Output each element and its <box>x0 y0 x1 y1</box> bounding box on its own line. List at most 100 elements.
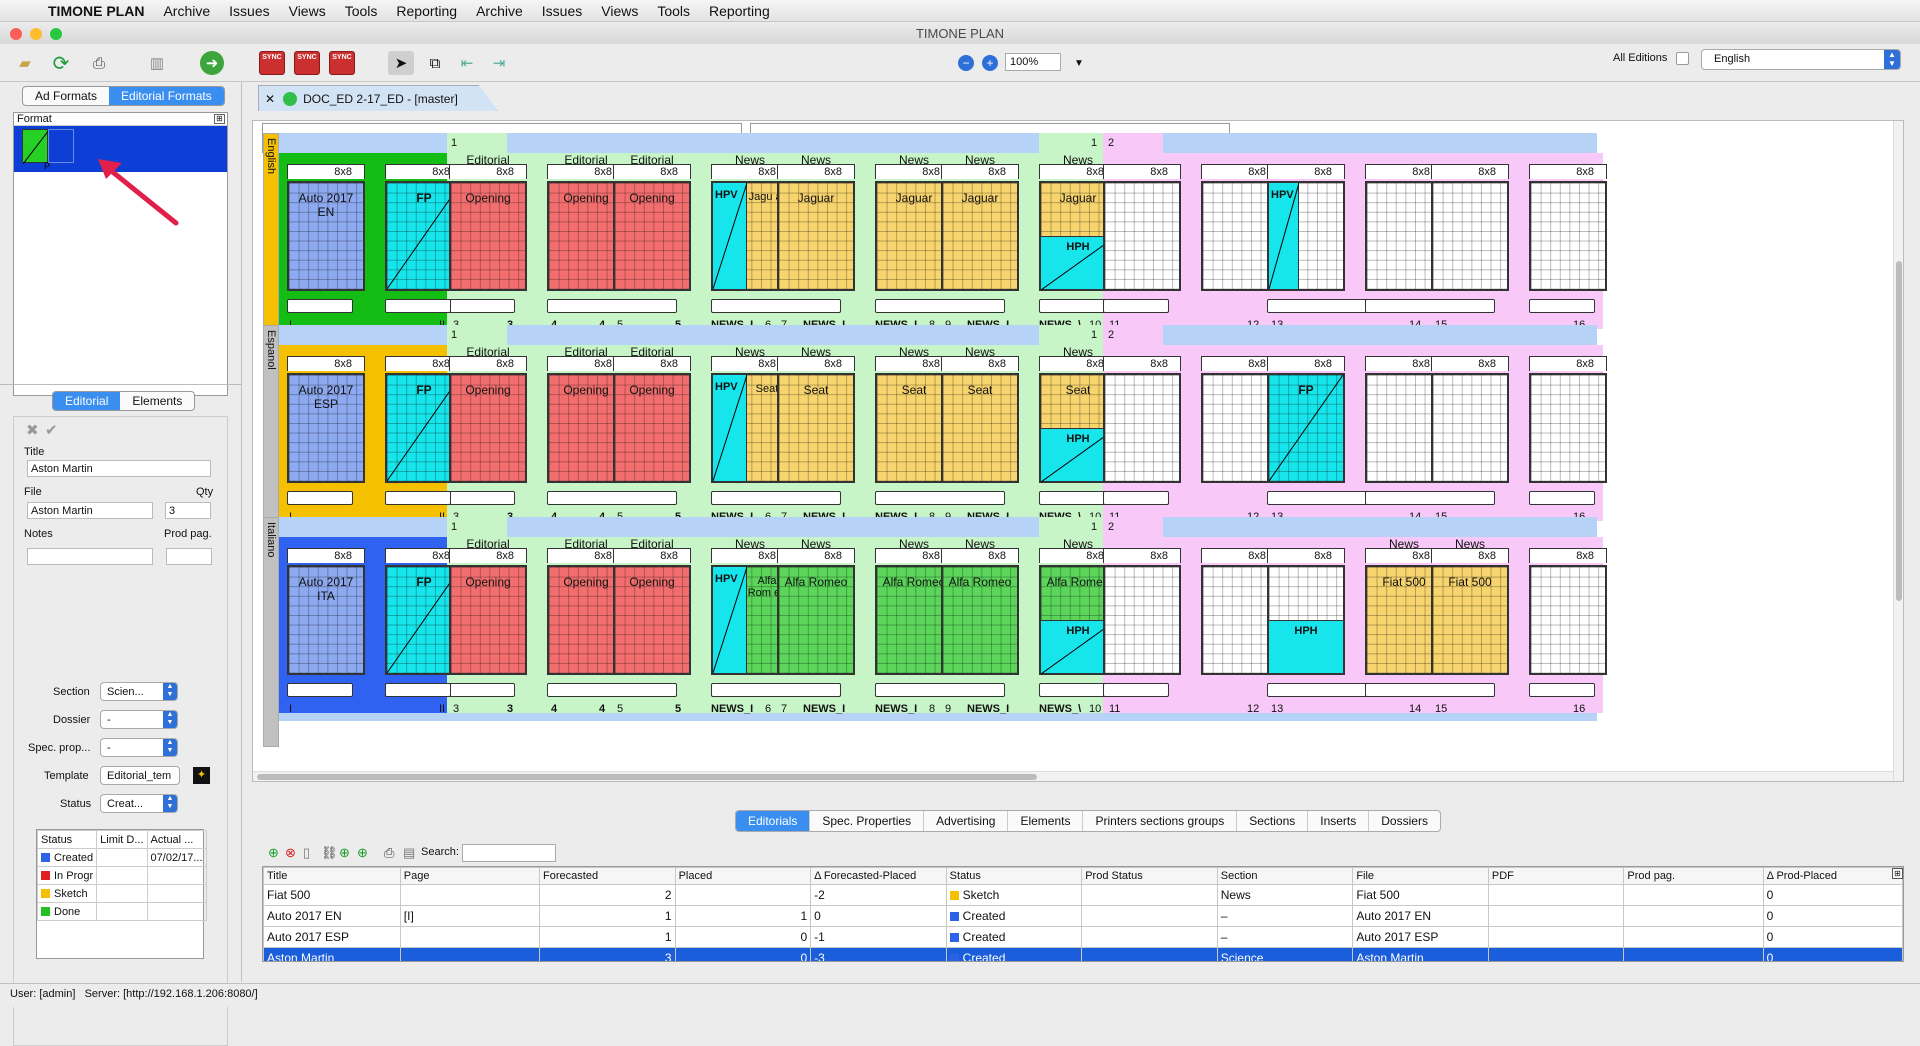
page-cell[interactable]: HPV Alfa Rom eo <box>711 565 789 675</box>
column-header[interactable]: Δ Forecasted-Placed <box>810 867 947 885</box>
vertical-scrollbar[interactable] <box>1893 121 1903 781</box>
page-cell[interactable]: Opening <box>449 565 527 675</box>
page-cell[interactable]: HPH <box>1267 565 1345 675</box>
page-slot[interactable] <box>385 491 451 505</box>
page-cell[interactable]: Opening <box>449 373 527 483</box>
menu-archive[interactable]: Archive <box>163 2 211 19</box>
page-slot[interactable] <box>449 683 515 697</box>
menu-tools-2[interactable]: Tools <box>657 2 691 19</box>
page-cell[interactable]: HPV Jagu ar <box>711 181 789 291</box>
page-slot[interactable] <box>449 491 515 505</box>
hph-block[interactable]: HPH <box>1041 236 1115 290</box>
page-cell[interactable]: HPH Jaguar <box>1039 181 1117 291</box>
page-cell[interactable] <box>1365 181 1443 291</box>
page-cell[interactable]: Auto 2017 EN <box>287 181 365 291</box>
menu-issues[interactable]: Issues <box>229 2 270 19</box>
refresh-icon[interactable]: ⟳ <box>52 52 70 75</box>
sync-button-2[interactable]: SYNC <box>294 51 320 75</box>
page-slot[interactable] <box>711 299 841 313</box>
hpv-block[interactable]: HPV <box>713 375 747 481</box>
page-slot[interactable] <box>1103 299 1169 313</box>
page-cell[interactable]: Jaguar <box>875 181 953 291</box>
confirm-icon[interactable]: ✔ <box>45 422 58 439</box>
horizontal-scroll-thumb[interactable] <box>257 774 1037 780</box>
table-row[interactable]: Auto 2017 EN [I] 1 1 0 Created – Auto 2017 EN 0 <box>263 905 1903 927</box>
page-cell[interactable]: Seat <box>777 373 855 483</box>
cancel-icon[interactable]: ✖ <box>26 422 39 439</box>
tab-editorial[interactable]: Editorial <box>53 392 121 410</box>
add-sibling-icon[interactable]: ⊕ <box>357 845 368 860</box>
vertical-scroll-thumb[interactable] <box>1896 261 1902 601</box>
page-slot[interactable] <box>449 299 515 313</box>
page-cell[interactable]: HPH Alfa Romeo <box>1039 565 1117 675</box>
page-cell[interactable] <box>1201 373 1279 483</box>
page-cell[interactable]: Seat <box>941 373 1019 483</box>
all-editions-checkbox[interactable] <box>1676 52 1689 65</box>
add-child-icon[interactable]: ⊕ <box>339 845 350 860</box>
column-header[interactable]: Status <box>945 867 1083 885</box>
page-slot[interactable] <box>1039 683 1105 697</box>
page-cell[interactable]: Opening <box>547 565 625 675</box>
zoom-out-icon[interactable]: − <box>958 55 974 71</box>
archive-icon[interactable]: ▥ <box>149 55 165 72</box>
grid-config-icon[interactable]: ⊞ <box>1892 868 1903 879</box>
page-slot[interactable] <box>711 491 841 505</box>
tab-ad-formats[interactable]: Ad Formats <box>35 89 98 103</box>
page-cell[interactable] <box>1431 373 1509 483</box>
prod-pag-input[interactable] <box>166 548 212 565</box>
column-header[interactable]: Prod pag. <box>1623 867 1764 885</box>
zoom-dropdown-icon[interactable]: ▼ <box>1074 57 1084 69</box>
tab-editorials[interactable]: Editorials <box>736 811 811 831</box>
page-cell[interactable] <box>1431 181 1509 291</box>
page-cell[interactable] <box>1529 181 1607 291</box>
zoom-input[interactable]: 100% <box>1005 53 1061 71</box>
page-cell[interactable]: Opening <box>449 181 527 291</box>
page-slot[interactable] <box>1529 299 1595 313</box>
page-cell[interactable]: HPV <box>1267 181 1345 291</box>
table-row[interactable]: Auto 2017 ESP 1 0 -1 Created – Auto 2017 ESP 0 <box>263 926 1903 948</box>
document-icon[interactable]: ▯ <box>303 845 311 860</box>
column-header[interactable]: Section <box>1216 867 1354 885</box>
dossier-select[interactable]: - ▲ ▼ <box>100 710 178 729</box>
status-col-header[interactable]: Status <box>36 830 98 849</box>
duplicate-icon[interactable]: ⧉ <box>429 54 441 72</box>
menu-views[interactable]: Views <box>288 2 326 19</box>
page-cell[interactable]: Alfa Romeo <box>875 565 953 675</box>
page-slot[interactable] <box>875 683 1005 697</box>
table-row[interactable]: Aston Martin 3 0 -3 Created Science Aston Mart… <box>263 947 1903 961</box>
page-slot[interactable] <box>287 299 353 313</box>
page-cell[interactable] <box>1529 565 1607 675</box>
page-slot[interactable] <box>875 299 1005 313</box>
page-slot[interactable] <box>875 491 1005 505</box>
table-row[interactable]: Fiat 500 2 -2 Sketch News Fiat 500 0 <box>263 884 1903 906</box>
page-slot[interactable] <box>711 683 841 697</box>
page-cell[interactable]: Jaguar <box>777 181 855 291</box>
hph-block[interactable]: HPH <box>1041 428 1115 482</box>
page-slot[interactable] <box>385 299 451 313</box>
horizontal-scrollbar[interactable] <box>253 771 1893 781</box>
open-folder-icon[interactable]: ▰ <box>19 55 31 72</box>
document-tab[interactable]: ✕ DOC_ED 2-17_ED - [master] <box>258 85 498 111</box>
page-slot[interactable] <box>1529 491 1595 505</box>
close-tab-icon[interactable]: ✕ <box>265 91 276 106</box>
page-slot[interactable] <box>1103 491 1169 505</box>
column-header[interactable]: Title <box>263 867 401 885</box>
page-cell[interactable]: Seat <box>875 373 953 483</box>
notes-input[interactable] <box>27 548 153 565</box>
menu-reporting-2[interactable]: Reporting <box>709 2 770 19</box>
page-slot[interactable] <box>1103 683 1169 697</box>
page-cell[interactable]: Fiat 500 <box>1365 565 1443 675</box>
zoom-in-icon[interactable]: + <box>982 55 998 71</box>
tab-sections[interactable]: Sections <box>1237 811 1309 831</box>
status-select[interactable]: Creat... ▲ ▼ <box>100 794 178 813</box>
column-header[interactable]: Δ Prod-Placed <box>1762 867 1903 885</box>
status-row[interactable]: Done <box>36 902 207 921</box>
template-editor-icon[interactable]: ✦ <box>193 767 210 784</box>
go-arrow-icon[interactable]: ➜ <box>200 51 224 75</box>
pointer-tool-icon[interactable]: ➤ <box>388 51 414 75</box>
hph-block[interactable]: HPH <box>1041 620 1115 674</box>
menu-views-2[interactable]: Views <box>601 2 639 19</box>
column-header[interactable]: Prod Status <box>1081 867 1218 885</box>
column-header[interactable]: Forecasted <box>539 867 676 885</box>
print-list-icon[interactable]: ⎙ <box>384 845 395 860</box>
